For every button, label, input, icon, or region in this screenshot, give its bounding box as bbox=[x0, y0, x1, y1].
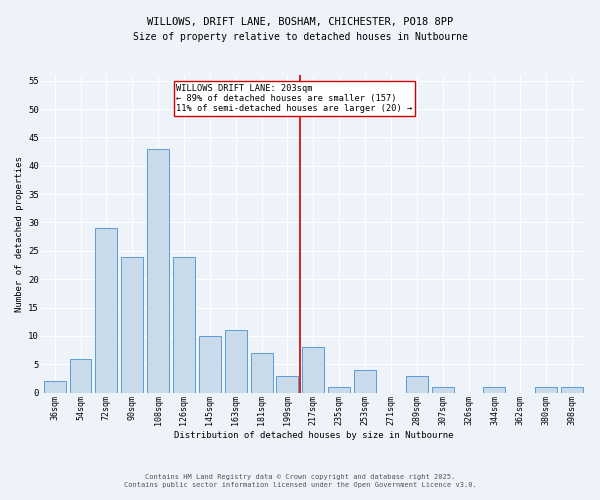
Bar bbox=[484, 387, 505, 392]
Text: WILLOWS DRIFT LANE: 203sqm
← 89% of detached houses are smaller (157)
11% of sem: WILLOWS DRIFT LANE: 203sqm ← 89% of deta… bbox=[176, 84, 412, 114]
Bar bbox=[121, 256, 143, 392]
Bar bbox=[535, 387, 557, 392]
Bar bbox=[70, 358, 91, 392]
Bar bbox=[95, 228, 118, 392]
Bar bbox=[328, 387, 350, 392]
Bar bbox=[406, 376, 428, 392]
Bar bbox=[251, 353, 272, 393]
Text: Contains HM Land Registry data © Crown copyright and database right 2025.
Contai: Contains HM Land Registry data © Crown c… bbox=[124, 474, 476, 488]
Bar bbox=[302, 348, 325, 393]
Bar bbox=[561, 387, 583, 392]
Bar bbox=[147, 148, 169, 392]
Bar bbox=[225, 330, 247, 392]
Bar bbox=[44, 382, 65, 392]
Bar bbox=[277, 376, 298, 392]
Bar bbox=[173, 256, 195, 392]
Bar bbox=[432, 387, 454, 392]
Text: WILLOWS, DRIFT LANE, BOSHAM, CHICHESTER, PO18 8PP: WILLOWS, DRIFT LANE, BOSHAM, CHICHESTER,… bbox=[147, 18, 453, 28]
X-axis label: Distribution of detached houses by size in Nutbourne: Distribution of detached houses by size … bbox=[173, 431, 453, 440]
Text: Size of property relative to detached houses in Nutbourne: Size of property relative to detached ho… bbox=[133, 32, 467, 42]
Y-axis label: Number of detached properties: Number of detached properties bbox=[15, 156, 24, 312]
Bar bbox=[199, 336, 221, 392]
Bar bbox=[354, 370, 376, 392]
